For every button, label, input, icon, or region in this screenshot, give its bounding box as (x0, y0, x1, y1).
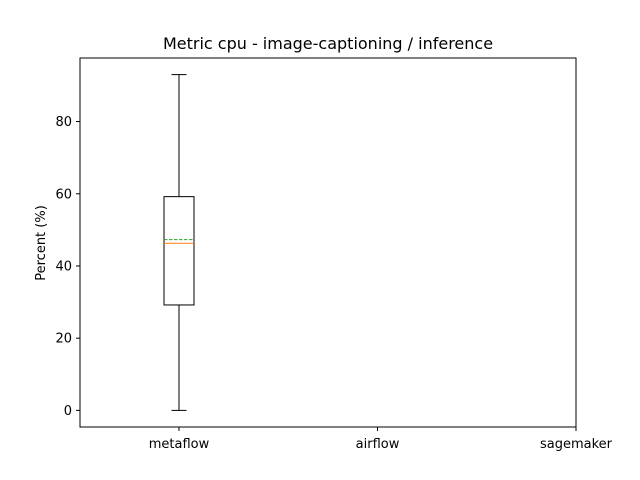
y-axis-label: Percent (%) (34, 205, 49, 281)
x-tick-label: airflow (356, 437, 400, 452)
y-tick-label: 40 (55, 259, 72, 274)
y-tick-label: 0 (64, 404, 72, 419)
x-tick-label: sagemaker (540, 437, 613, 452)
y-tick-label: 60 (55, 187, 72, 202)
box (163, 196, 195, 306)
chart-title: Metric cpu - image-captioning / inferenc… (163, 34, 493, 53)
y-tick-label: 20 (55, 332, 72, 347)
x-tick-label: metaflow (149, 437, 210, 452)
plot-frame (79, 57, 577, 428)
y-tick-label: 80 (55, 115, 72, 130)
